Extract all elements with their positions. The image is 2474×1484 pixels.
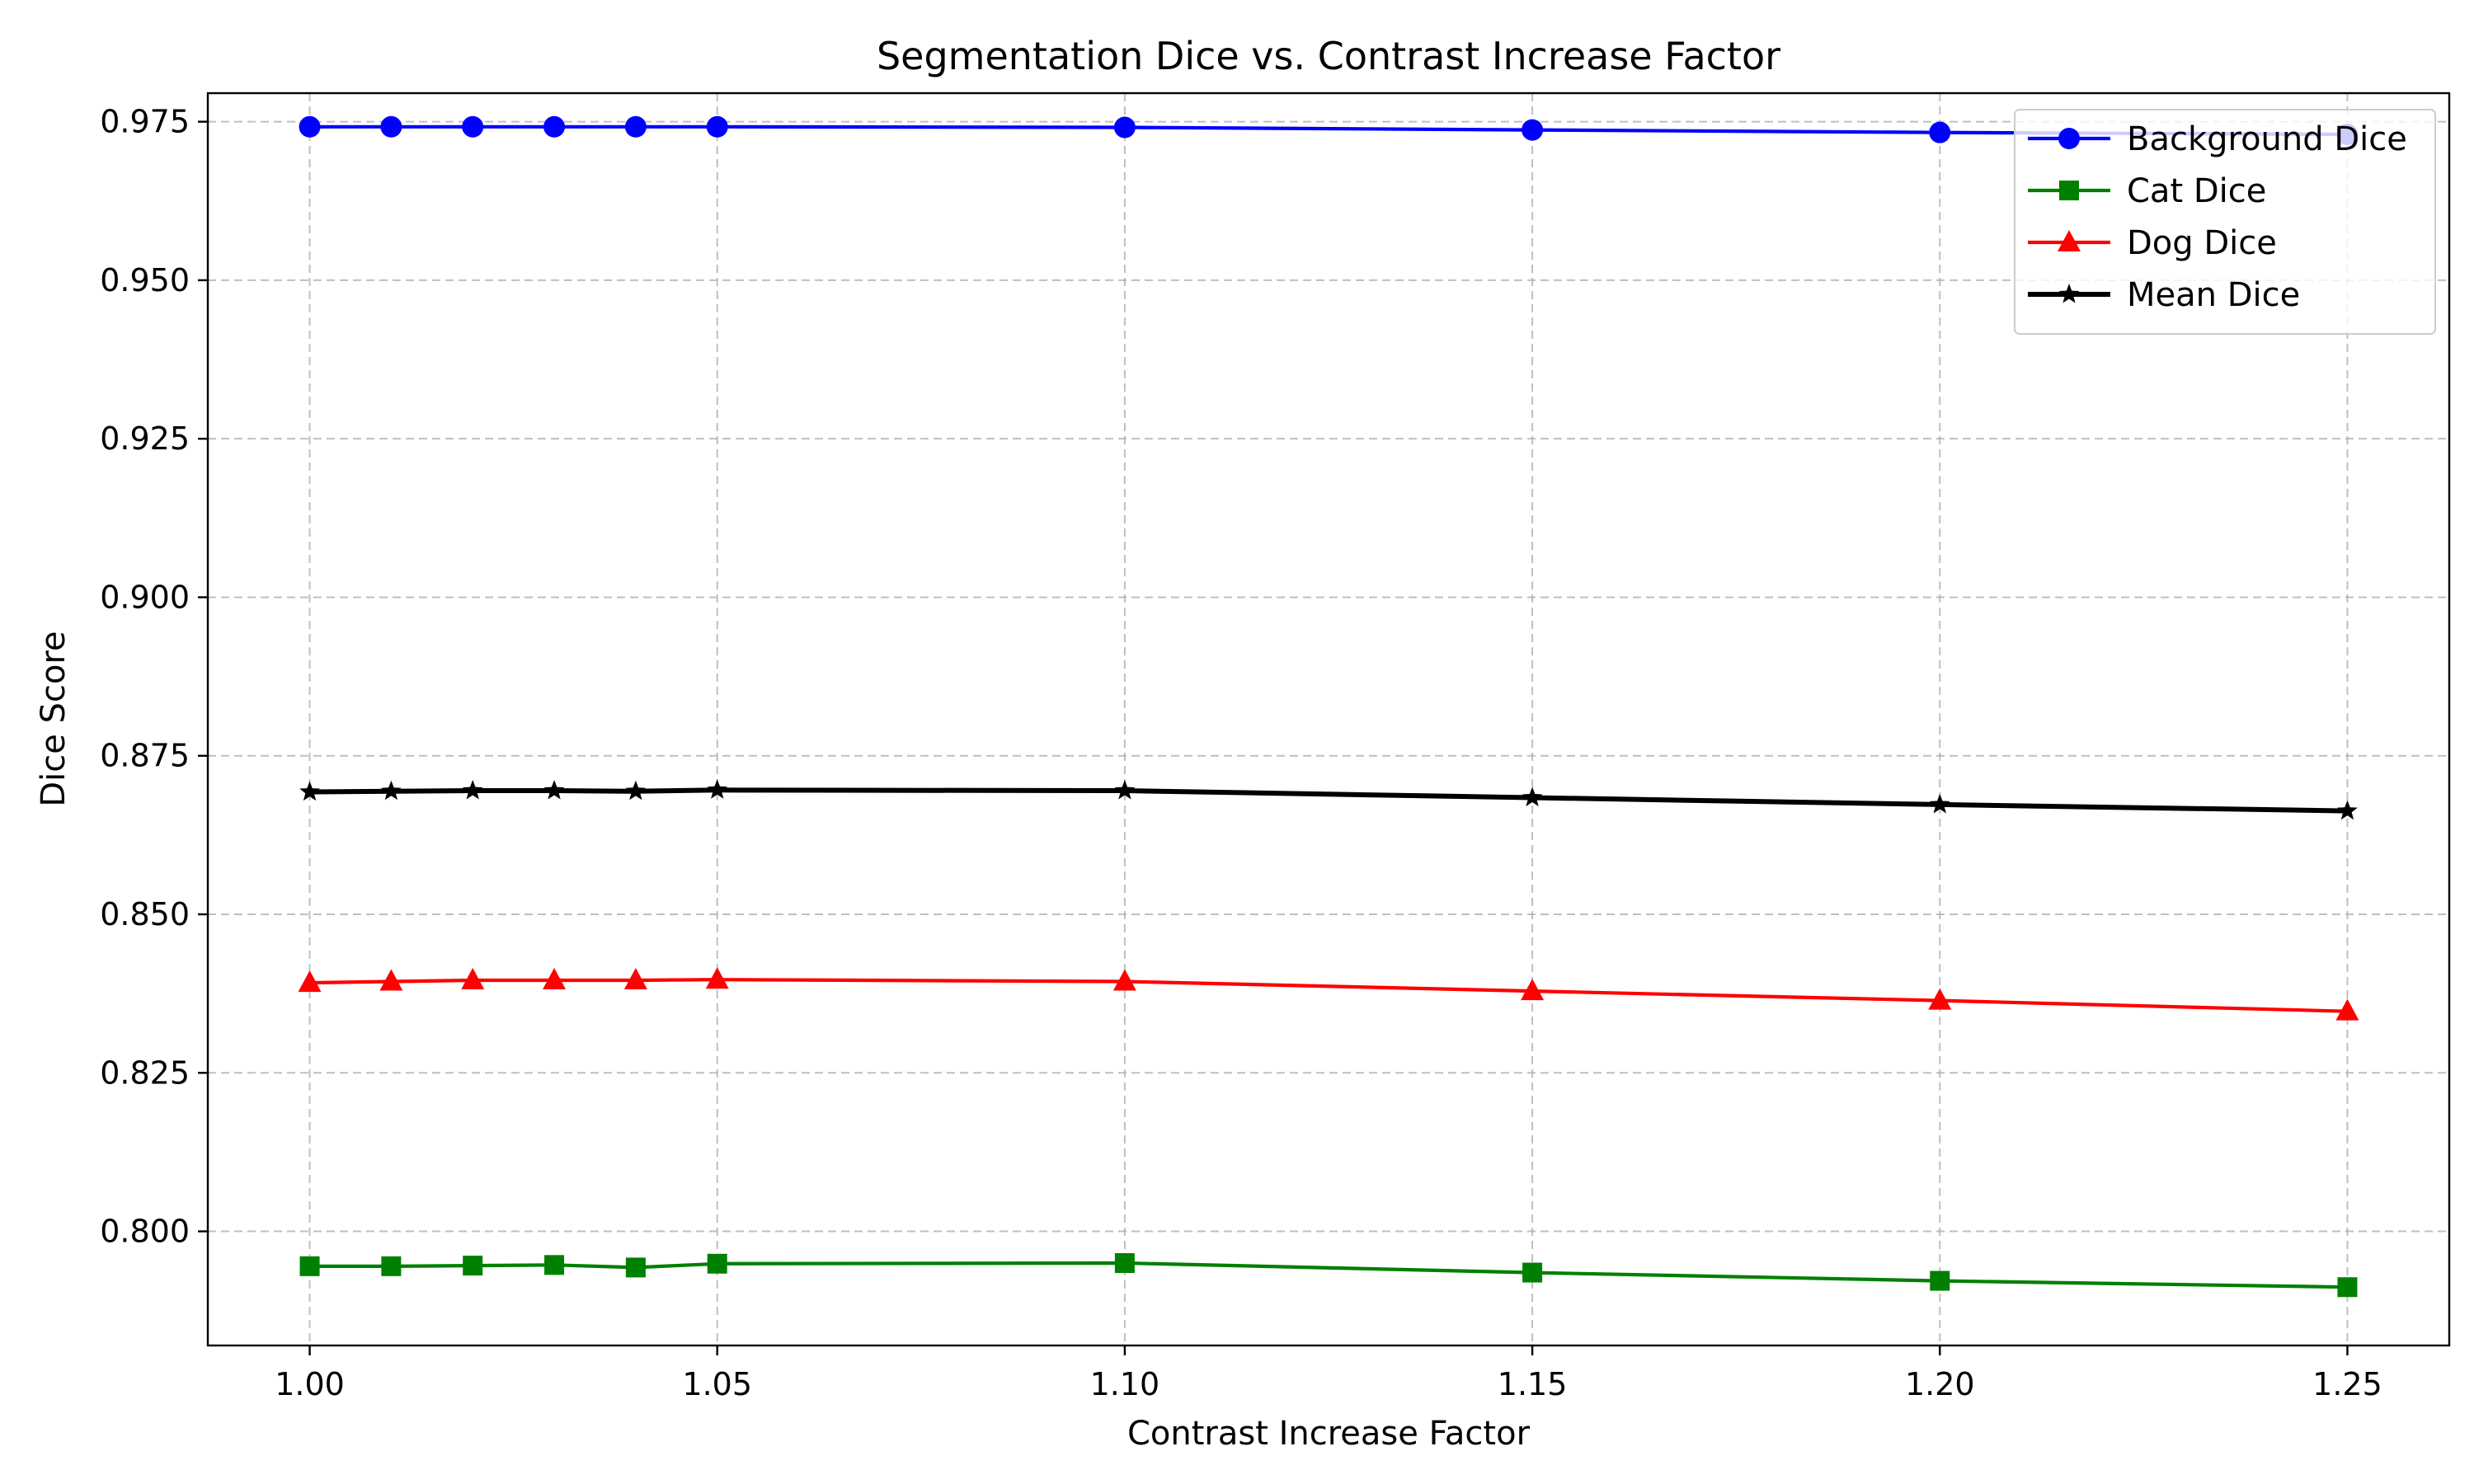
x-tick-label: 1.25 bbox=[2312, 1366, 2382, 1402]
data-point-background-dice bbox=[625, 116, 647, 138]
y-tick-label: 0.925 bbox=[100, 420, 190, 457]
data-point-mean-dice bbox=[626, 781, 647, 801]
data-point-background-dice bbox=[380, 116, 402, 138]
legend-marker-background-dice bbox=[2058, 128, 2080, 149]
y-ticks: 0.800 0.825 0.850 0.875 0.900 0.925 0.950 0.975 bbox=[100, 104, 208, 1250]
x-tick-label: 1.15 bbox=[1498, 1366, 1568, 1402]
data-point-cat-dice bbox=[463, 1256, 482, 1275]
legend: Background Dice Cat Dice Dog Dice Mean Dice bbox=[2015, 110, 2435, 334]
legend-label-background-dice: Background Dice bbox=[2127, 120, 2407, 158]
x-tick-label: 1.00 bbox=[275, 1366, 345, 1402]
x-ticks: 1.00 1.05 1.10 1.15 1.20 1.25 bbox=[275, 1345, 2382, 1402]
x-tick-label: 1.05 bbox=[682, 1366, 752, 1402]
legend-marker-cat-dice bbox=[2059, 181, 2079, 200]
series-line-mean-dice bbox=[310, 790, 2348, 810]
data-point-cat-dice bbox=[1522, 1263, 1542, 1283]
data-point-cat-dice bbox=[1930, 1271, 1950, 1291]
data-point-cat-dice bbox=[381, 1256, 401, 1276]
x-tick-label: 1.10 bbox=[1090, 1366, 1160, 1402]
y-tick-label: 0.825 bbox=[100, 1054, 190, 1091]
y-tick-label: 0.900 bbox=[100, 579, 190, 615]
data-point-mean-dice bbox=[1522, 787, 1543, 807]
series-mean-dice bbox=[299, 779, 2358, 819]
data-point-mean-dice bbox=[2337, 801, 2358, 820]
y-tick-label: 0.875 bbox=[100, 738, 190, 774]
series-line-cat-dice bbox=[310, 1263, 2348, 1287]
chart-title: Segmentation Dice vs. Contrast Increase … bbox=[877, 34, 1780, 78]
series-cat-dice bbox=[300, 1253, 2358, 1297]
data-point-mean-dice bbox=[381, 781, 402, 801]
x-tick-label: 1.20 bbox=[1905, 1366, 1975, 1402]
data-point-cat-dice bbox=[2337, 1277, 2357, 1297]
y-tick-label: 0.850 bbox=[100, 896, 190, 932]
y-axis-label: Dice Score bbox=[35, 631, 73, 806]
data-point-mean-dice bbox=[544, 780, 565, 800]
series-line-dog-dice bbox=[310, 979, 2348, 1012]
y-tick-label: 0.950 bbox=[100, 262, 190, 298]
series-dog-dice bbox=[299, 967, 2359, 1020]
data-point-cat-dice bbox=[626, 1257, 646, 1277]
legend-label-dog-dice: Dog Dice bbox=[2127, 224, 2277, 262]
y-tick-label: 0.975 bbox=[100, 104, 190, 140]
data-point-cat-dice bbox=[708, 1254, 727, 1274]
data-point-mean-dice bbox=[463, 780, 483, 800]
x-axis-label: Contrast Increase Factor bbox=[1127, 1415, 1531, 1453]
data-point-background-dice bbox=[1114, 117, 1136, 139]
data-point-cat-dice bbox=[544, 1255, 564, 1275]
y-tick-label: 0.800 bbox=[100, 1214, 190, 1250]
data-point-cat-dice bbox=[1115, 1253, 1135, 1273]
data-point-cat-dice bbox=[300, 1256, 320, 1276]
data-point-background-dice bbox=[462, 116, 483, 138]
data-point-background-dice bbox=[543, 116, 565, 138]
data-point-background-dice bbox=[707, 116, 728, 138]
legend-label-mean-dice: Mean Dice bbox=[2127, 276, 2300, 314]
legend-label-cat-dice: Cat Dice bbox=[2127, 172, 2266, 210]
data-point-background-dice bbox=[1929, 122, 1950, 143]
data-point-background-dice bbox=[1522, 120, 1543, 141]
data-point-background-dice bbox=[299, 116, 321, 138]
